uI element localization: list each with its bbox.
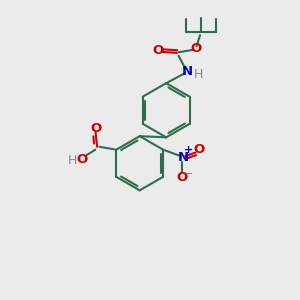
Text: ⁻: ⁻: [185, 171, 192, 184]
Text: N: N: [182, 65, 193, 79]
Text: O: O: [194, 142, 205, 156]
Text: N: N: [177, 151, 188, 164]
Text: O: O: [76, 153, 88, 166]
Text: O: O: [176, 171, 187, 184]
Text: O: O: [152, 44, 163, 57]
Text: H: H: [68, 154, 77, 167]
Text: O: O: [190, 42, 202, 55]
Text: +: +: [184, 145, 194, 155]
Text: H: H: [194, 68, 203, 81]
Text: O: O: [90, 122, 101, 135]
